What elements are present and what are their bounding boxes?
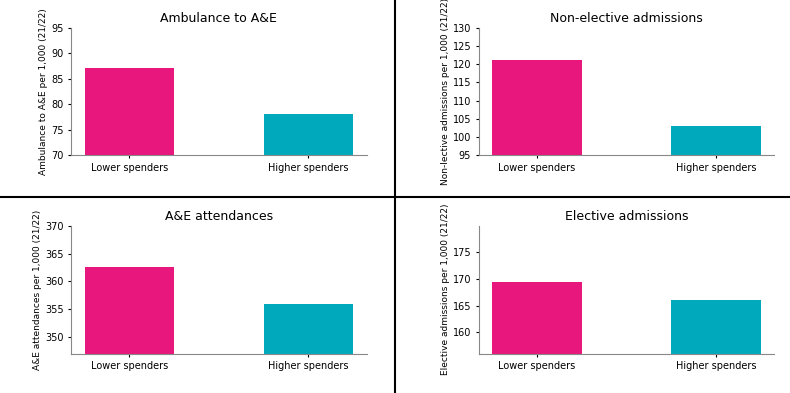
Bar [672, 300, 761, 393]
Y-axis label: Elective admissions per 1,000 (21/22): Elective admissions per 1,000 (21/22) [441, 204, 450, 375]
Bar [85, 268, 174, 393]
Title: Non-elective admissions: Non-elective admissions [550, 12, 703, 25]
Title: Ambulance to A&E: Ambulance to A&E [160, 12, 277, 25]
Title: Elective admissions: Elective admissions [565, 210, 688, 223]
Bar [672, 126, 761, 393]
Bar [492, 61, 581, 393]
Y-axis label: A&E attendances per 1,000 (21/22): A&E attendances per 1,000 (21/22) [33, 209, 42, 370]
Y-axis label: Non-lective admissions per 1,000 (21/22): Non-lective admissions per 1,000 (21/22) [441, 0, 450, 185]
Bar [492, 282, 581, 393]
Bar [264, 304, 353, 393]
Bar [264, 114, 353, 393]
Title: A&E attendances: A&E attendances [165, 210, 273, 223]
Y-axis label: Ambulance to A&E per 1,000 (21/22): Ambulance to A&E per 1,000 (21/22) [40, 8, 48, 175]
Bar [85, 68, 174, 393]
